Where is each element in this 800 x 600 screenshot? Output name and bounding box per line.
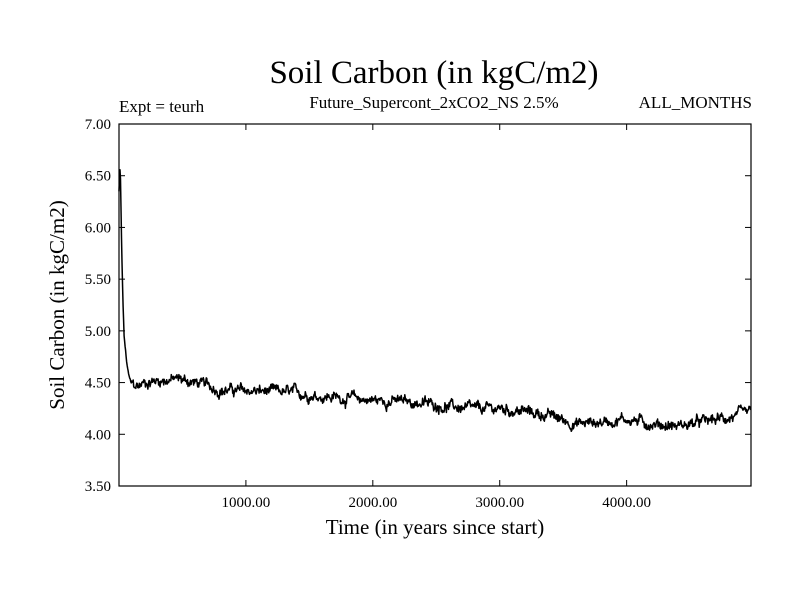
- plot-frame: [118, 123, 752, 487]
- x-tick-label: 3000.00: [475, 495, 524, 511]
- x-tick-label: 1000.00: [222, 495, 271, 511]
- y-tick-label: 4.50: [85, 376, 111, 392]
- y-tick-label: 5.50: [85, 272, 111, 288]
- x-tick-label: 2000.00: [348, 495, 397, 511]
- chart-title: Soil Carbon (in kgC/m2): [269, 55, 598, 91]
- y-axis-label: Soil Carbon (in kgC/m2): [45, 200, 69, 409]
- y-tick-label: 3.50: [85, 479, 111, 495]
- y-axis-ticks: 3.50 4.00 4.50 5.00 5.50 6.00 6.50 7.00: [85, 117, 751, 495]
- y-tick-label: 4.00: [85, 427, 111, 443]
- x-tick-label: 4000.00: [602, 495, 651, 511]
- y-tick-label: 5.00: [85, 324, 111, 340]
- experiment-note: Expt = teurh: [119, 97, 205, 116]
- y-tick-label: 7.00: [85, 117, 111, 133]
- months-note: ALL_MONTHS: [639, 93, 752, 112]
- chart-subtitle: Future_Supercont_2xCO2_NS 2.5%: [309, 93, 558, 112]
- y-tick-label: 6.00: [85, 220, 111, 236]
- y-tick-label: 6.50: [85, 169, 111, 185]
- x-axis-ticks: 1000.00 2000.00 3000.00 4000.00: [222, 124, 651, 511]
- soil-carbon-series-line: [118, 169, 752, 433]
- x-axis-label: Time (in years since start): [326, 515, 545, 539]
